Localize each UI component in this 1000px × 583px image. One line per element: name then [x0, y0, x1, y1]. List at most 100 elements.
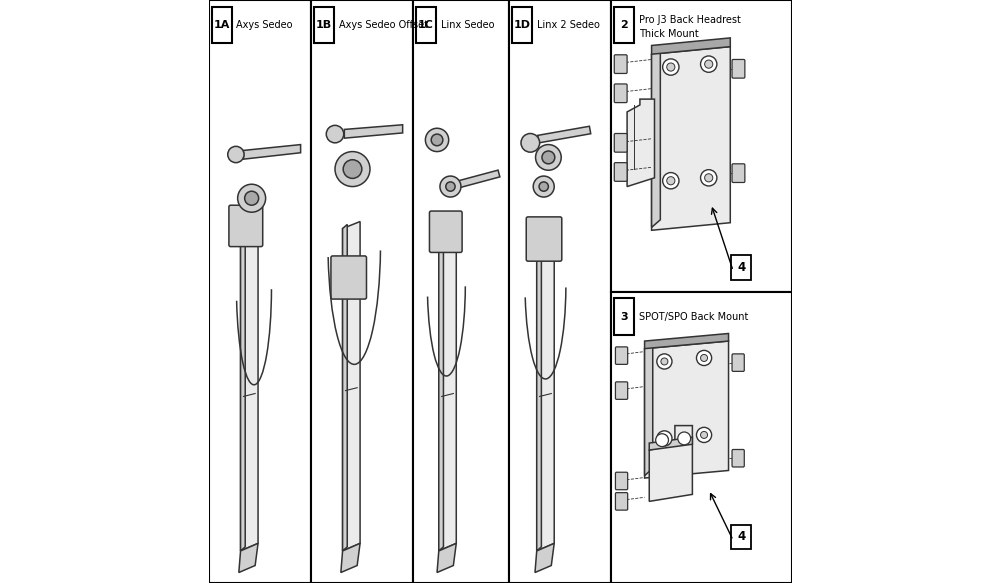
Circle shape	[705, 60, 713, 68]
Circle shape	[678, 432, 691, 445]
Polygon shape	[538, 127, 591, 143]
Polygon shape	[437, 543, 456, 573]
Circle shape	[667, 177, 675, 185]
Circle shape	[542, 151, 555, 164]
Circle shape	[696, 350, 712, 366]
FancyBboxPatch shape	[429, 211, 462, 252]
Text: SPOT/SPO Back Mount: SPOT/SPO Back Mount	[639, 311, 748, 322]
FancyBboxPatch shape	[526, 217, 562, 261]
Polygon shape	[645, 341, 729, 478]
Circle shape	[661, 358, 668, 365]
Circle shape	[701, 170, 717, 186]
Bar	[731, 525, 751, 549]
Polygon shape	[652, 38, 730, 54]
Circle shape	[661, 435, 668, 442]
Polygon shape	[239, 543, 258, 573]
Bar	[311, 0, 413, 583]
Text: Pro J3 Back Headrest: Pro J3 Back Headrest	[639, 15, 741, 24]
Polygon shape	[649, 437, 692, 450]
Text: 1B: 1B	[316, 20, 332, 30]
Polygon shape	[645, 341, 653, 476]
Text: 4: 4	[737, 261, 745, 274]
FancyBboxPatch shape	[615, 472, 628, 490]
Circle shape	[663, 59, 679, 75]
Circle shape	[228, 146, 244, 163]
Circle shape	[521, 134, 540, 152]
Text: Linx Sedeo: Linx Sedeo	[441, 20, 494, 30]
Circle shape	[663, 173, 679, 189]
Text: 1D: 1D	[514, 20, 531, 30]
Polygon shape	[652, 47, 730, 230]
Circle shape	[701, 354, 708, 361]
Text: 1C: 1C	[418, 20, 434, 30]
Bar	[731, 255, 751, 280]
Text: Axys Sedeo Offset: Axys Sedeo Offset	[339, 20, 428, 30]
Circle shape	[343, 160, 362, 178]
Polygon shape	[649, 426, 692, 501]
Bar	[314, 7, 334, 43]
Bar	[509, 0, 611, 583]
Polygon shape	[343, 224, 347, 551]
Polygon shape	[439, 227, 456, 551]
Polygon shape	[344, 125, 403, 138]
FancyBboxPatch shape	[614, 84, 627, 103]
Circle shape	[705, 174, 713, 182]
Circle shape	[446, 182, 455, 191]
Circle shape	[657, 354, 672, 369]
Polygon shape	[535, 543, 554, 573]
Bar	[614, 7, 634, 43]
FancyBboxPatch shape	[229, 205, 263, 247]
Bar	[614, 298, 634, 335]
Text: 3: 3	[620, 311, 628, 322]
Circle shape	[696, 427, 712, 442]
Circle shape	[245, 191, 259, 205]
Text: 2: 2	[620, 20, 628, 30]
Circle shape	[431, 134, 443, 146]
Circle shape	[701, 431, 708, 438]
Polygon shape	[243, 145, 301, 159]
Bar	[209, 0, 311, 583]
Bar	[611, 292, 792, 583]
Circle shape	[238, 184, 266, 212]
FancyBboxPatch shape	[615, 493, 628, 510]
Text: Thick Mount: Thick Mount	[639, 29, 699, 39]
FancyBboxPatch shape	[732, 449, 744, 467]
Circle shape	[425, 128, 449, 152]
Text: 1A: 1A	[214, 20, 230, 30]
Circle shape	[536, 145, 561, 170]
FancyBboxPatch shape	[732, 59, 745, 78]
Circle shape	[533, 176, 554, 197]
FancyBboxPatch shape	[732, 354, 744, 371]
Bar	[212, 7, 232, 43]
Text: Linx 2 Sedeo: Linx 2 Sedeo	[537, 20, 600, 30]
FancyBboxPatch shape	[331, 256, 366, 299]
Circle shape	[440, 176, 461, 197]
FancyBboxPatch shape	[615, 382, 628, 399]
FancyBboxPatch shape	[615, 347, 628, 364]
Polygon shape	[343, 222, 360, 551]
Polygon shape	[445, 170, 500, 191]
Polygon shape	[627, 99, 654, 187]
Polygon shape	[241, 227, 258, 551]
FancyBboxPatch shape	[614, 163, 627, 181]
Circle shape	[539, 182, 548, 191]
Polygon shape	[439, 230, 443, 551]
Text: Axys Sedeo: Axys Sedeo	[236, 20, 293, 30]
Circle shape	[667, 63, 675, 71]
Polygon shape	[652, 47, 660, 227]
Polygon shape	[241, 230, 245, 551]
Bar	[611, 0, 792, 292]
Circle shape	[335, 152, 370, 187]
Circle shape	[657, 431, 672, 446]
Bar	[413, 0, 509, 583]
Polygon shape	[341, 543, 360, 573]
Circle shape	[701, 56, 717, 72]
Polygon shape	[537, 227, 554, 551]
Circle shape	[326, 125, 344, 143]
Text: 4: 4	[737, 531, 745, 543]
Circle shape	[656, 434, 668, 447]
FancyBboxPatch shape	[614, 55, 627, 73]
Bar	[416, 7, 436, 43]
FancyBboxPatch shape	[614, 134, 627, 152]
FancyBboxPatch shape	[732, 164, 745, 182]
